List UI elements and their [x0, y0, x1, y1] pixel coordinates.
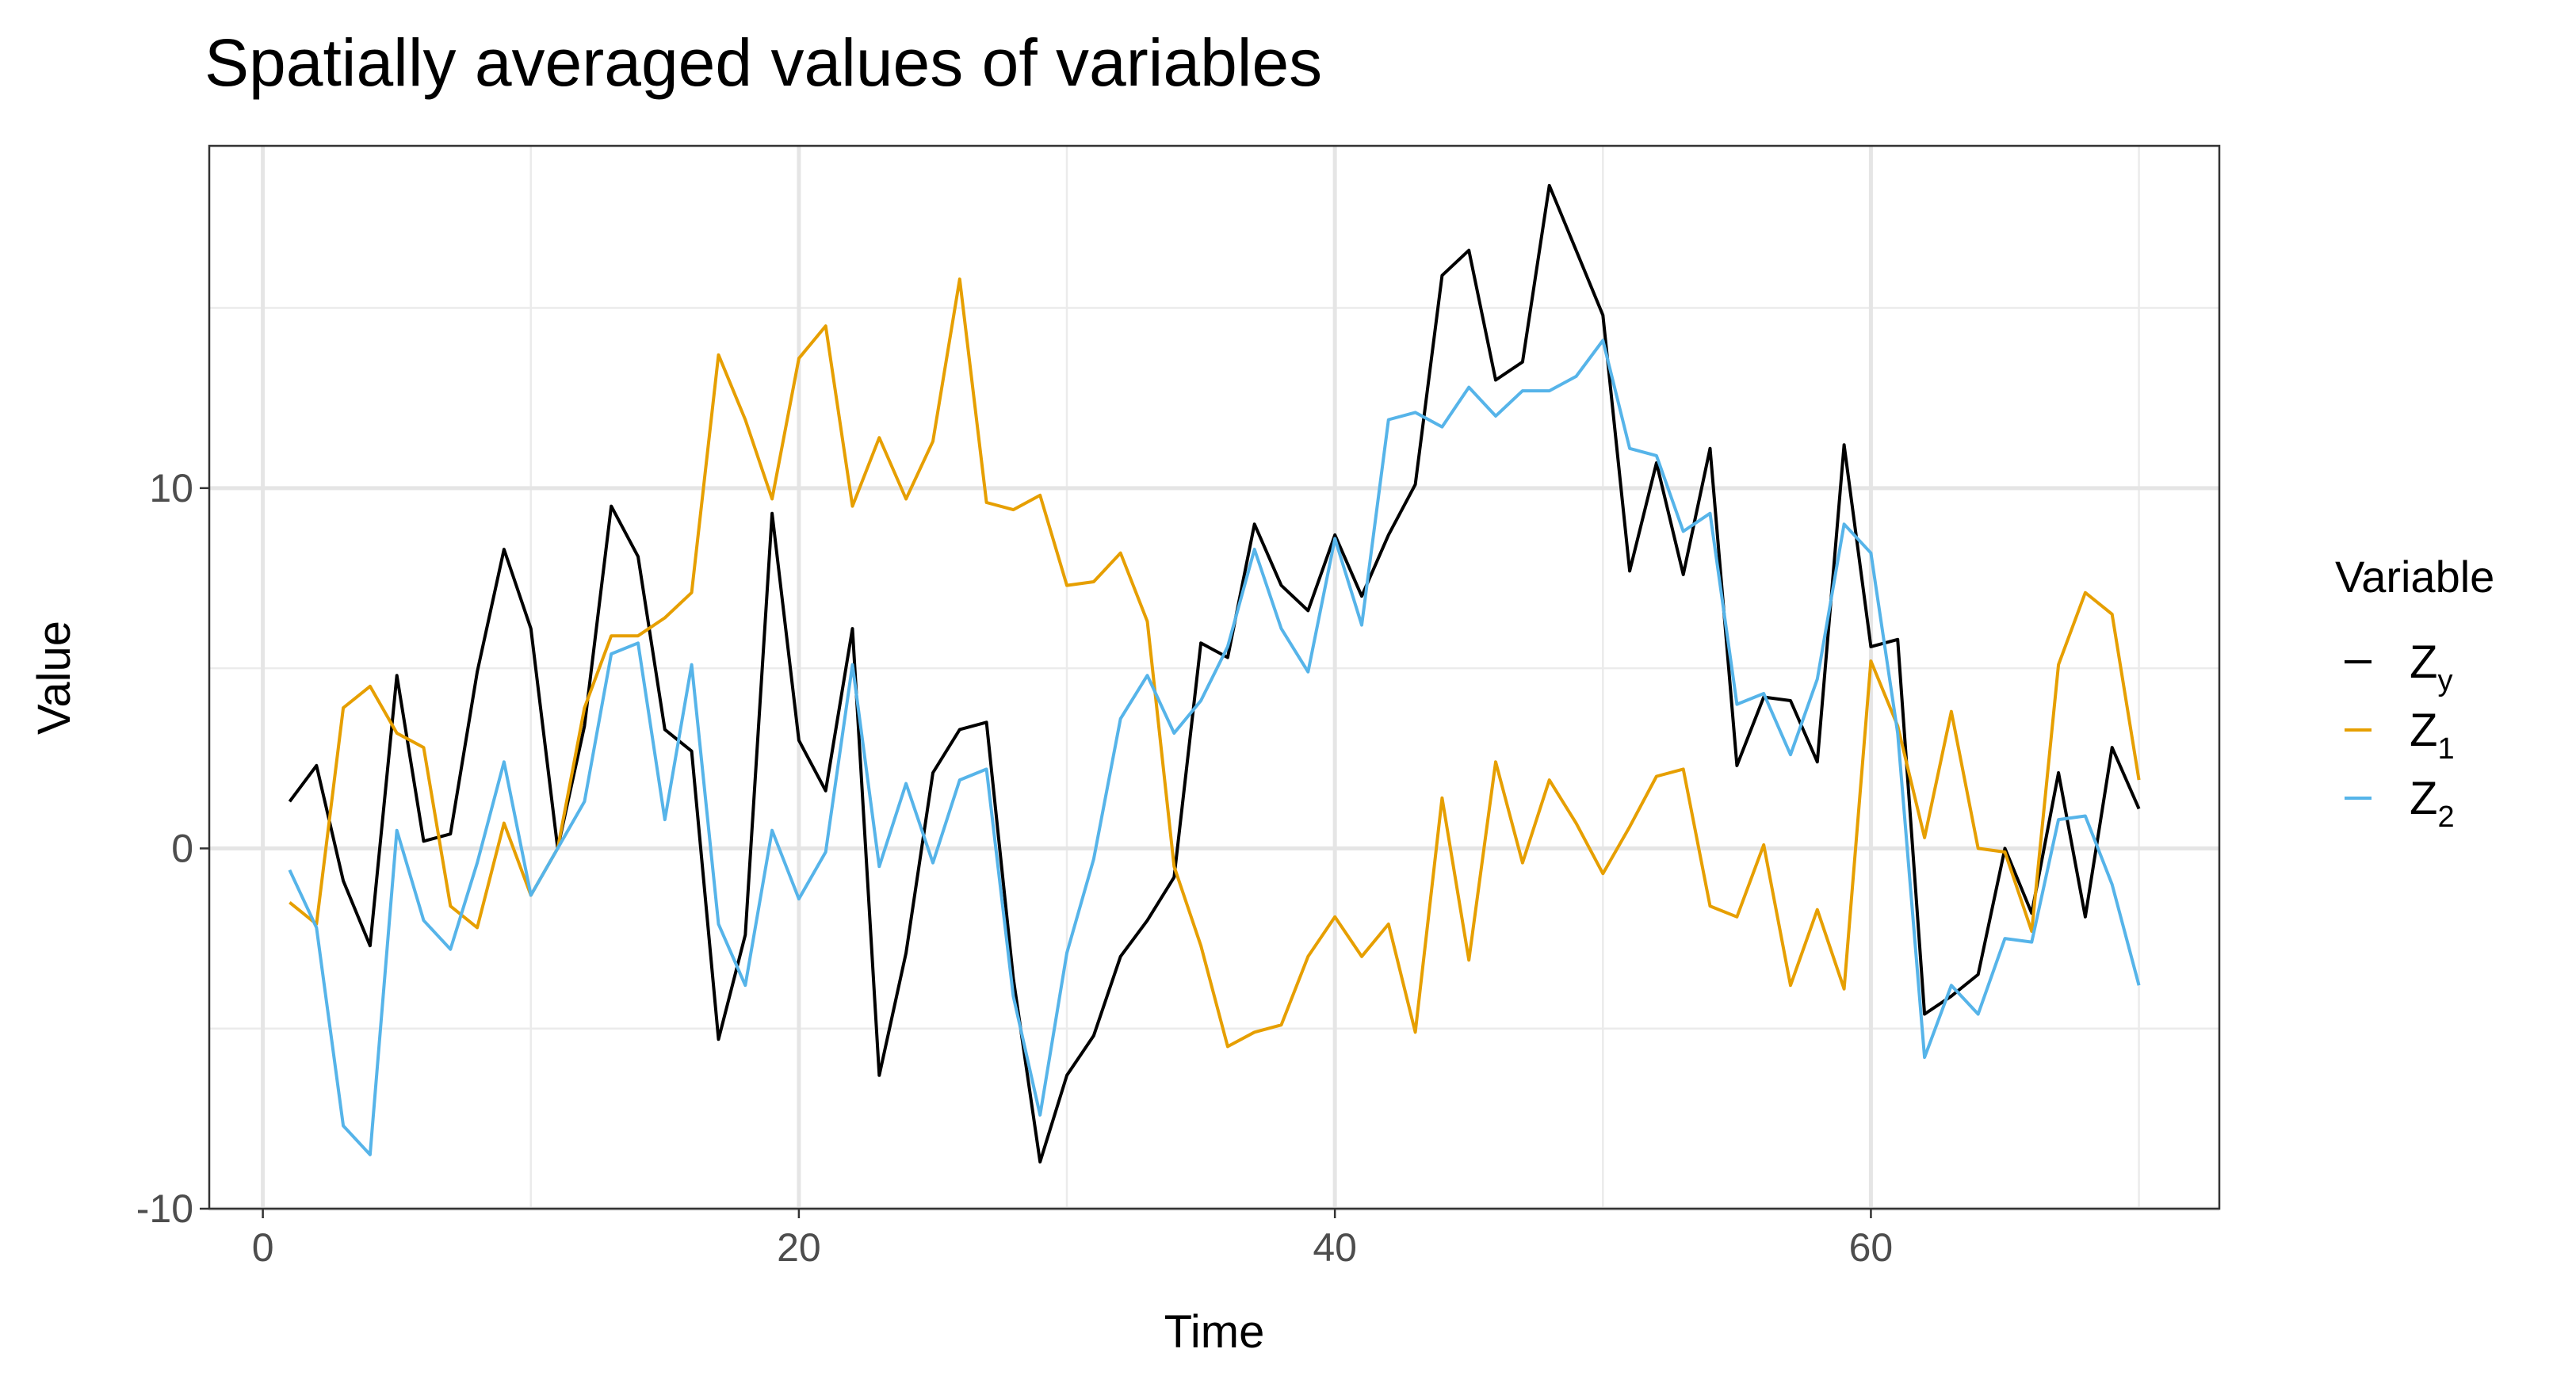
legend-label-zy: Zy [2410, 636, 2452, 697]
panel-border [208, 144, 2221, 1210]
legend-label-z1: Z1 [2410, 705, 2455, 766]
legend-title: Variable [2335, 552, 2494, 602]
y-tick-label: 10 [149, 466, 193, 510]
legend-label-z2: Z2 [2410, 773, 2455, 834]
x-axis-title: Time [1164, 1306, 1265, 1358]
chart-title: Spatially averaged values of variables [204, 25, 1322, 100]
series-group [288, 184, 2141, 1164]
series-line-z2 [288, 338, 2141, 1156]
y-tick-label: -10 [136, 1187, 193, 1231]
legend: Zy Z1 Z2 [2345, 636, 2455, 834]
x-tick-label: 60 [1849, 1225, 1894, 1270]
grid [209, 146, 2219, 1211]
axes: 0 20 40 60 -10 0 10 [136, 466, 1894, 1270]
x-tick-label: 20 [777, 1225, 821, 1270]
x-tick-label: 40 [1313, 1225, 1357, 1270]
x-tick-label: 0 [252, 1225, 274, 1270]
y-axis-title: Value [29, 621, 80, 735]
y-tick-label: 0 [171, 826, 193, 870]
series-line-z1 [289, 277, 2141, 1049]
